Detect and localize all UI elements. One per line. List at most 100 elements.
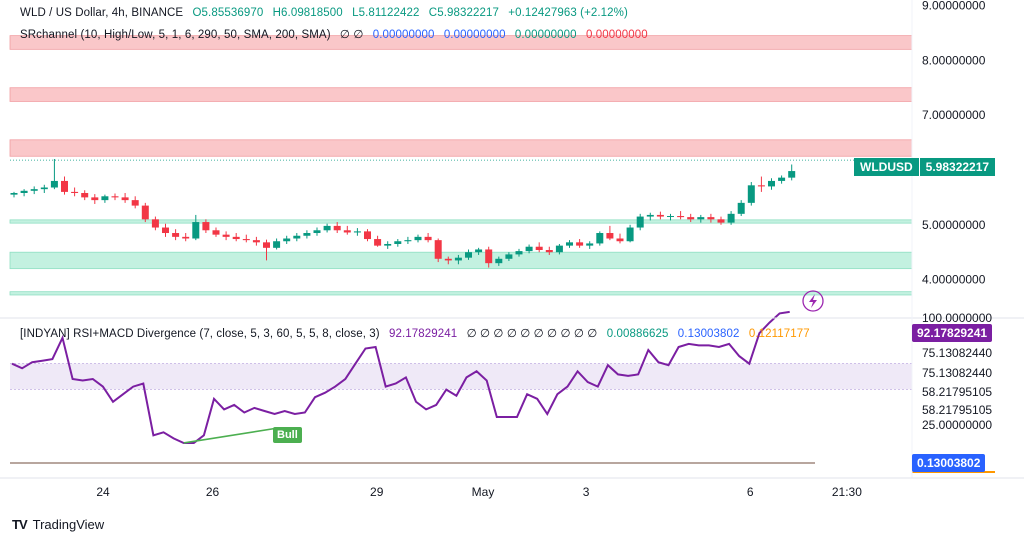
candle[interactable] (162, 223, 169, 237)
candle[interactable] (616, 233, 624, 244)
candle[interactable] (606, 225, 614, 241)
price-tag[interactable]: WLDUSD 5.98322217 (854, 158, 996, 176)
candle[interactable] (263, 239, 270, 261)
candle[interactable] (424, 233, 432, 243)
bull-divergence-label: Bull (273, 427, 302, 443)
candle[interactable] (414, 234, 422, 243)
candle[interactable] (384, 241, 392, 249)
candle[interactable] (303, 230, 311, 239)
candle[interactable] (364, 229, 371, 242)
candle[interactable] (596, 231, 604, 246)
candle[interactable] (495, 256, 503, 266)
candle[interactable] (434, 238, 442, 263)
candle[interactable] (40, 184, 48, 193)
candle[interactable] (545, 246, 553, 255)
candle[interactable] (182, 233, 190, 242)
candle[interactable] (71, 187, 79, 197)
candle[interactable] (566, 240, 573, 248)
candle[interactable] (475, 247, 483, 255)
candle[interactable] (626, 224, 634, 243)
alert-lightning-icon[interactable] (802, 290, 824, 312)
candle[interactable] (333, 222, 341, 234)
candle[interactable] (697, 214, 705, 223)
candle[interactable] (757, 176, 765, 192)
candle[interactable] (91, 194, 99, 204)
candle[interactable] (465, 249, 472, 260)
candle[interactable] (323, 223, 331, 233)
candle[interactable] (636, 213, 644, 231)
candle[interactable] (768, 178, 775, 190)
candle[interactable] (586, 241, 594, 249)
candle[interactable] (707, 213, 715, 223)
candle[interactable] (273, 238, 281, 250)
candle-body (212, 230, 220, 235)
candle[interactable] (555, 243, 563, 255)
rsi-axis-label: 75.13082440 (922, 346, 992, 360)
candle[interactable] (151, 216, 159, 231)
price-axis-label: 9.00000000 (922, 0, 986, 12)
candle[interactable] (353, 228, 361, 236)
candle-body (495, 258, 503, 264)
candle[interactable] (404, 236, 412, 244)
candle[interactable] (515, 248, 523, 257)
candle[interactable] (656, 211, 664, 220)
candle-body (788, 171, 796, 178)
candle[interactable] (737, 200, 745, 217)
candle-body (778, 177, 786, 181)
candle-body (222, 234, 230, 237)
candle[interactable] (454, 254, 462, 265)
rsi-pane[interactable] (10, 310, 995, 473)
candle[interactable] (50, 159, 58, 190)
candle[interactable] (252, 236, 260, 246)
candle[interactable] (101, 194, 109, 203)
candle-body (182, 236, 190, 239)
candle[interactable] (576, 239, 584, 248)
candle[interactable] (727, 211, 735, 225)
candle[interactable] (222, 231, 230, 241)
candle[interactable] (394, 239, 402, 247)
candle[interactable] (192, 214, 200, 241)
candle-body (454, 257, 462, 261)
candle[interactable] (20, 189, 28, 197)
candle[interactable] (313, 227, 321, 236)
candle-body (192, 222, 200, 239)
candle[interactable] (747, 182, 755, 206)
time-axis[interactable]: 24 26 29 May 3 6 21:30 (0, 477, 1024, 499)
candle[interactable] (111, 193, 119, 201)
candle[interactable] (30, 186, 38, 195)
candle[interactable] (212, 227, 220, 237)
candle[interactable] (505, 252, 513, 261)
candle[interactable] (81, 190, 89, 201)
candle[interactable] (232, 233, 240, 242)
candle[interactable] (131, 196, 139, 209)
sr-indicator-label[interactable]: SRchannel (10, High/Low, 5, 1, 6, 290, 5… (20, 29, 331, 41)
rsi-series-line[interactable] (11, 310, 790, 444)
candle[interactable] (374, 235, 382, 247)
candle[interactable] (535, 242, 543, 253)
candle[interactable] (717, 216, 725, 225)
candle[interactable] (646, 212, 654, 221)
candle[interactable] (283, 235, 291, 244)
candle[interactable] (485, 246, 493, 268)
candle[interactable] (444, 256, 452, 265)
candle[interactable] (242, 234, 250, 243)
candle[interactable] (61, 176, 68, 195)
candle[interactable] (343, 225, 351, 235)
candle[interactable] (525, 244, 533, 254)
sr-value-2: 0.00000000 (443, 29, 506, 41)
candle-body (172, 233, 180, 237)
candle[interactable] (788, 164, 796, 181)
symbol-title[interactable]: WLD / US Dollar, 4h, BINANCE (20, 7, 184, 19)
candle[interactable] (778, 175, 786, 184)
rsi-indicator-label[interactable]: [INDYAN] RSI+MACD Divergence (7, close, … (20, 328, 380, 340)
tradingview-brand[interactable]: TV TradingView (12, 517, 104, 532)
candle[interactable] (172, 229, 180, 241)
candle[interactable] (687, 213, 695, 223)
candle[interactable] (141, 202, 149, 223)
candle[interactable] (677, 211, 685, 220)
candle[interactable] (202, 219, 210, 234)
candle[interactable] (293, 233, 301, 242)
candle[interactable] (667, 213, 674, 221)
candle[interactable] (121, 192, 129, 203)
candle[interactable] (10, 191, 18, 198)
